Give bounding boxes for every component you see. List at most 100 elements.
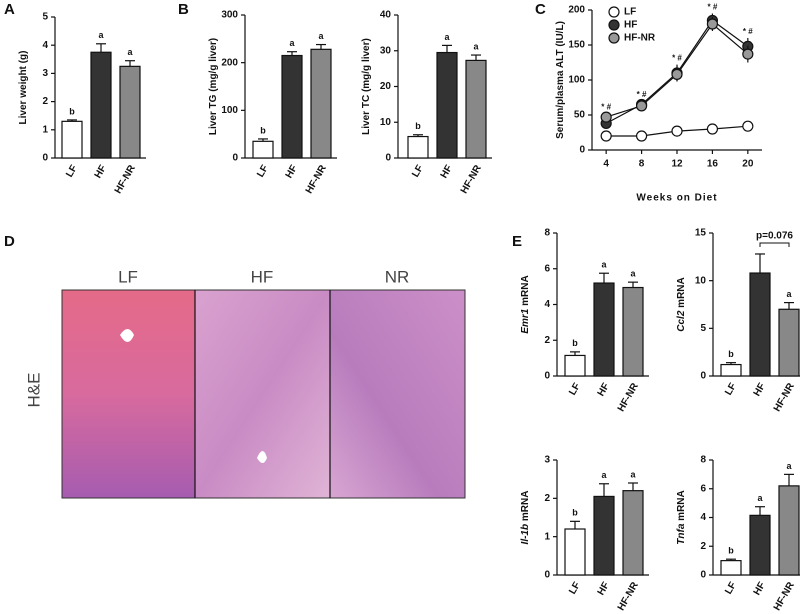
point — [706, 123, 719, 135]
x-tick-label: HF-NR — [113, 163, 138, 196]
significance-letter: b — [260, 125, 266, 135]
vessel — [257, 451, 267, 463]
y-tick-label: 4 — [42, 40, 48, 51]
x-tick-label: 20 — [742, 159, 754, 170]
x-tick-label: HF — [752, 381, 768, 398]
y-tick-label: 8 — [700, 455, 706, 466]
p-value: p=0.076 — [756, 231, 793, 242]
significance-letter: b — [728, 546, 734, 556]
point-label: * # — [708, 3, 718, 12]
x-tick-label: LF — [255, 163, 271, 179]
y-axis-label: Serum/plasma ALT (IU/L) — [555, 21, 566, 139]
legend-marker — [608, 32, 620, 44]
significance-letter: a — [318, 31, 324, 41]
y-tick-label: 50 — [574, 110, 586, 121]
bar — [622, 490, 644, 576]
y-tick-label: 100 — [568, 75, 585, 86]
y-label-gene: Il-1b — [520, 524, 531, 545]
significance-letter: a — [601, 260, 607, 270]
y-axis-label: Il-1b mRNA — [520, 491, 531, 545]
point — [671, 68, 683, 81]
y-tick-label: 5 — [42, 12, 48, 23]
y-tick-label: 200 — [568, 5, 585, 16]
point — [671, 125, 683, 137]
histology: LF HF NR H&E — [24, 267, 466, 499]
y-tick-label: 150 — [568, 40, 585, 51]
bar — [778, 308, 800, 377]
point — [706, 18, 719, 30]
x-tick-label: HF-NR — [304, 163, 329, 196]
panel-label: C — [535, 1, 546, 18]
x-tick-label: 8 — [639, 159, 645, 170]
y-tick-label: 2 — [544, 335, 550, 346]
bar — [465, 59, 487, 159]
x-tick-label: HF-NR — [459, 163, 484, 196]
significance-letter: a — [127, 47, 133, 57]
y-label-text: mRNA — [520, 275, 531, 306]
bar — [436, 51, 458, 159]
significance-letter: b — [572, 338, 578, 348]
x-tick-label: HF-NR — [616, 381, 641, 414]
significance-letter: a — [757, 493, 763, 503]
bar — [593, 495, 615, 576]
y-axis-label: Liver weight (g) — [18, 51, 29, 125]
frame — [61, 289, 466, 499]
y-tick-label: 100 — [221, 105, 238, 116]
y-tick-label: 0 — [42, 153, 48, 164]
y-tick-label: 3 — [42, 68, 48, 79]
y-tick-label: 15 — [695, 228, 707, 239]
significance-letter: a — [630, 469, 636, 479]
y-tick-label: 8 — [544, 228, 550, 239]
histology-image — [195, 290, 330, 498]
point — [600, 111, 612, 123]
y-label-gene: Tnfa — [676, 523, 687, 545]
y-tick-label: 6 — [700, 483, 706, 494]
y-label-gene: Ccl2 — [676, 310, 687, 332]
y-tick-label: 0 — [544, 371, 550, 382]
y-tick-label: 2 — [700, 541, 706, 552]
y-label-text: Liver TG (mg/g liver) — [208, 38, 219, 135]
y-label-text: mRNA — [520, 491, 531, 522]
x-axis-label: Weeks on Diet — [636, 193, 717, 204]
x-tick-label: HF — [752, 580, 768, 597]
y-tick-label: 5 — [700, 323, 706, 334]
x-tick-label: HF-NR — [772, 580, 797, 613]
histology-image — [62, 290, 195, 498]
x-tick-label: HF — [284, 163, 300, 180]
legend-label: HF-NR — [624, 33, 656, 44]
significance-letter: b — [415, 121, 421, 131]
point — [600, 130, 612, 142]
histology-image — [330, 290, 465, 498]
x-tick-label: LF — [723, 580, 739, 596]
y-tick-label: 6 — [544, 263, 550, 274]
y-tick-label: 1 — [544, 531, 550, 542]
legend-marker — [608, 19, 620, 31]
x-tick-label: LF — [723, 381, 739, 397]
bar — [564, 528, 586, 576]
y-axis-label: Emr1 mRNA — [520, 275, 531, 333]
y-tick-label: 20 — [380, 81, 392, 92]
bar — [61, 120, 83, 159]
y-tick-label: 40 — [380, 10, 392, 21]
y-label-text: mRNA — [676, 490, 687, 521]
y-tick-label: 3 — [544, 455, 550, 466]
y-tick-label: 300 — [221, 10, 238, 21]
bar — [252, 140, 274, 159]
point — [742, 120, 754, 132]
legend-label: HF — [624, 20, 637, 31]
significance-letter: b — [69, 106, 75, 116]
x-tick-label: HF — [93, 163, 109, 180]
bar — [593, 282, 615, 377]
x-tick-label: HF — [439, 163, 455, 180]
point-label: * # — [672, 54, 682, 63]
significance-letter: a — [98, 30, 104, 40]
point-label: * # — [637, 90, 647, 99]
column-label: NR — [385, 267, 410, 286]
x-tick-label: HF — [596, 381, 612, 398]
y-tick-label: 0 — [544, 570, 550, 581]
legend-marker — [608, 6, 620, 18]
y-axis-label: Tnfa mRNA — [676, 490, 687, 544]
y-label-text: mRNA — [676, 277, 687, 308]
x-tick-label: 12 — [671, 159, 683, 170]
x-tick-label: LF — [567, 580, 583, 596]
